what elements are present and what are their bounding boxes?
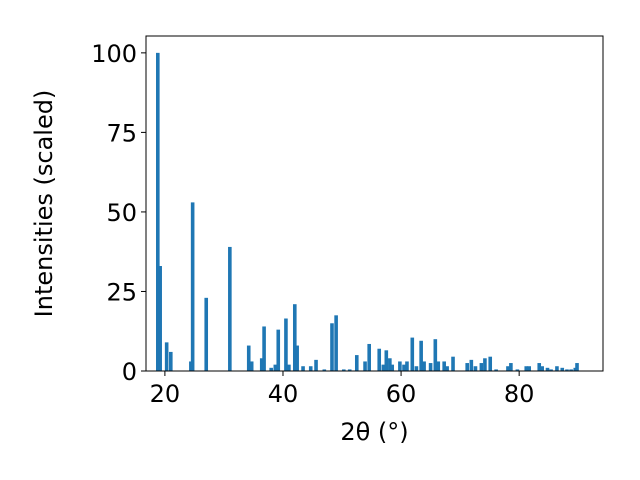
- bar: [284, 318, 288, 371]
- bar: [292, 304, 297, 371]
- bar: [483, 358, 487, 371]
- y-tick-label: 50: [106, 199, 137, 227]
- bar: [524, 366, 529, 371]
- bar: [436, 361, 441, 371]
- bar: [308, 366, 313, 371]
- bar: [341, 369, 346, 371]
- bar: [527, 366, 531, 371]
- bar: [322, 369, 327, 371]
- x-tick-label: 80: [504, 380, 535, 408]
- bar: [164, 342, 169, 371]
- bar: [295, 345, 299, 371]
- y-tick-label: 75: [106, 119, 137, 147]
- bar: [575, 363, 579, 371]
- bar: [330, 323, 334, 371]
- bar: [367, 343, 371, 371]
- bar: [287, 364, 291, 371]
- y-tick-label: 0: [122, 358, 137, 386]
- bar: [347, 369, 352, 371]
- y-axis-label: Intensities (scaled): [30, 90, 58, 318]
- bar: [156, 52, 160, 371]
- bar: [442, 361, 446, 371]
- bar: [506, 366, 510, 371]
- bar: [494, 369, 498, 371]
- y-tick-label: 100: [91, 40, 137, 68]
- bar: [515, 369, 520, 371]
- bar: [537, 363, 542, 371]
- x-tick-label: 60: [386, 380, 417, 408]
- bar: [555, 366, 559, 371]
- bar: [301, 366, 305, 371]
- x-tick-label: 20: [150, 380, 181, 408]
- bar: [388, 358, 392, 371]
- bar: [428, 363, 433, 371]
- bar: [168, 351, 173, 371]
- bar: [246, 345, 251, 371]
- bar: [451, 356, 455, 371]
- bar: [158, 266, 162, 371]
- bar: [377, 348, 382, 371]
- bar: [405, 361, 409, 371]
- bar: [565, 369, 569, 371]
- bar: [469, 359, 474, 371]
- bar: [190, 202, 195, 371]
- bar: [273, 364, 278, 371]
- bar: [422, 361, 426, 371]
- bar: [276, 329, 281, 371]
- x-axis-label: 2θ (°): [340, 418, 408, 446]
- bar: [488, 356, 493, 371]
- bar: [473, 366, 478, 371]
- bar: [390, 364, 395, 371]
- bar: [465, 363, 469, 371]
- bar: [269, 367, 273, 371]
- bar: [549, 369, 553, 371]
- bar: [545, 367, 550, 371]
- bar: [402, 364, 406, 371]
- bar: [569, 369, 573, 371]
- bar: [479, 363, 484, 371]
- bar: [228, 246, 232, 371]
- bar: [354, 355, 359, 371]
- bar: [433, 339, 438, 371]
- bar: [334, 315, 338, 371]
- bar: [381, 364, 386, 371]
- bar: [259, 358, 264, 371]
- bar: [249, 361, 254, 371]
- bar: [419, 340, 423, 371]
- bar: [314, 359, 318, 371]
- bar: [384, 350, 389, 371]
- x-tick-label: 40: [268, 380, 299, 408]
- y-tick-label: 25: [106, 278, 137, 306]
- bar: [414, 366, 419, 371]
- plot-frame: [145, 35, 604, 372]
- bar: [262, 326, 266, 371]
- bar: [410, 337, 415, 371]
- bar: [398, 361, 402, 371]
- bar: [445, 366, 449, 371]
- bar: [560, 367, 565, 371]
- bar: [540, 366, 544, 371]
- bar: [363, 361, 367, 371]
- bar: [204, 297, 209, 371]
- bar: [509, 363, 513, 371]
